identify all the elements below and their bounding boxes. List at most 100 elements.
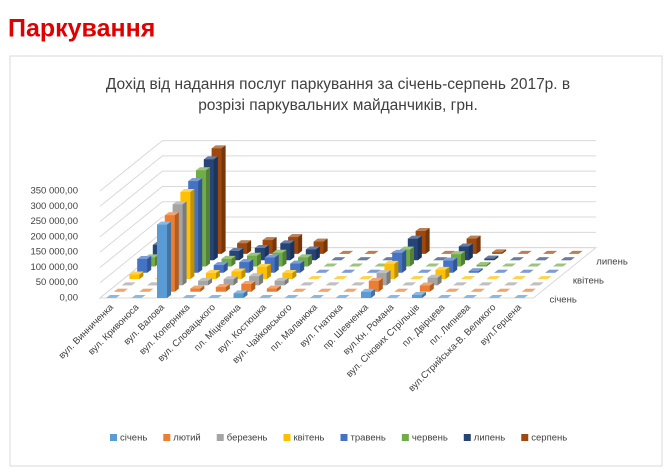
- bar: [274, 277, 289, 286]
- bar-top: [433, 257, 448, 261]
- bar-side: [478, 268, 483, 273]
- bar-side: [147, 256, 152, 273]
- bar-side: [174, 212, 179, 292]
- bar-side: [259, 273, 264, 286]
- bar-body: [315, 269, 330, 273]
- bar-top: [274, 277, 289, 281]
- bar-top: [443, 257, 458, 261]
- legend-label: лютий: [173, 433, 200, 444]
- bar-top: [298, 254, 312, 258]
- bar-body: [121, 282, 136, 286]
- bar-top: [213, 262, 228, 266]
- bar-top: [392, 249, 407, 253]
- bar-top: [313, 238, 328, 242]
- legend-label: квітень: [293, 433, 324, 444]
- bar-side: [198, 178, 203, 273]
- bar: [545, 269, 560, 273]
- bar-body: [323, 263, 338, 267]
- bar-body: [560, 257, 575, 261]
- bar-side: [486, 261, 491, 267]
- bar-body: [517, 250, 532, 254]
- bar-top: [529, 282, 544, 286]
- chart-title: Дохід від надання послуг паркування за с…: [106, 76, 570, 114]
- bar-side: [290, 240, 295, 261]
- bar-top: [259, 295, 273, 298]
- bar-body: [282, 269, 297, 280]
- bar-body: [437, 295, 452, 298]
- bar: [139, 288, 154, 292]
- bar-body: [478, 282, 493, 286]
- bar-top: [521, 288, 536, 292]
- bar-side: [429, 282, 434, 292]
- bar-side: [445, 266, 450, 280]
- bar-top: [441, 250, 456, 254]
- bar: [259, 295, 273, 298]
- bar-top: [341, 269, 356, 273]
- bar-top: [553, 263, 567, 267]
- bar-body: [553, 263, 567, 267]
- bar: [409, 276, 424, 280]
- bar: [331, 257, 346, 261]
- grid-line: [99, 155, 596, 207]
- bar-top: [494, 269, 509, 273]
- bar-top: [305, 246, 320, 250]
- bar-top: [504, 282, 519, 286]
- bar-top: [476, 261, 491, 265]
- bar-body: [215, 284, 230, 292]
- bar: [249, 273, 264, 286]
- bar: [494, 269, 509, 273]
- bar-body: [325, 282, 340, 286]
- bar-body: [190, 285, 205, 292]
- bar-body: [511, 276, 526, 280]
- bar-top: [514, 295, 528, 298]
- bar-body: [205, 269, 220, 280]
- bar-body: [509, 257, 524, 261]
- bar: [470, 288, 485, 292]
- bar-top: [451, 251, 465, 255]
- bar-body: [290, 260, 305, 273]
- bar: [488, 295, 503, 298]
- depth-label: квітень: [573, 276, 604, 287]
- bar-top: [139, 288, 154, 292]
- bar-top: [172, 201, 187, 205]
- bar: [529, 282, 544, 286]
- bar-top: [266, 285, 281, 289]
- bar-body: [441, 250, 456, 254]
- bar-top: [315, 269, 330, 273]
- bar-top: [415, 227, 430, 231]
- bar: [106, 295, 120, 298]
- bar-side: [139, 271, 144, 280]
- bar-top: [519, 269, 534, 273]
- bar-side: [276, 285, 281, 292]
- bar-top: [496, 288, 511, 292]
- bar-side: [425, 227, 430, 254]
- bar-body: [284, 295, 299, 298]
- bar: [241, 281, 256, 292]
- bar-top: [198, 277, 213, 281]
- bar-top: [231, 268, 246, 272]
- legend-marker: [521, 434, 529, 441]
- bar-body: [470, 288, 485, 292]
- legend-marker: [110, 434, 117, 441]
- bar: [537, 276, 552, 280]
- bar-side: [249, 259, 254, 273]
- bar: [417, 269, 432, 273]
- bar: [368, 278, 383, 292]
- bar-top: [129, 271, 144, 275]
- bar-body: [349, 263, 363, 267]
- bar-side: [323, 238, 328, 254]
- bar-body: [519, 269, 534, 273]
- bar-body: [307, 276, 322, 280]
- bar-body: [198, 277, 213, 286]
- bar: [131, 295, 146, 298]
- bar: [419, 282, 434, 292]
- bar-body: [366, 269, 381, 273]
- bar-top: [335, 295, 350, 298]
- bar-body: [292, 288, 307, 292]
- bar: [129, 271, 144, 280]
- bar: [535, 257, 550, 261]
- bar-top: [333, 276, 348, 280]
- bar-side: [292, 269, 297, 280]
- bar-top: [131, 295, 146, 298]
